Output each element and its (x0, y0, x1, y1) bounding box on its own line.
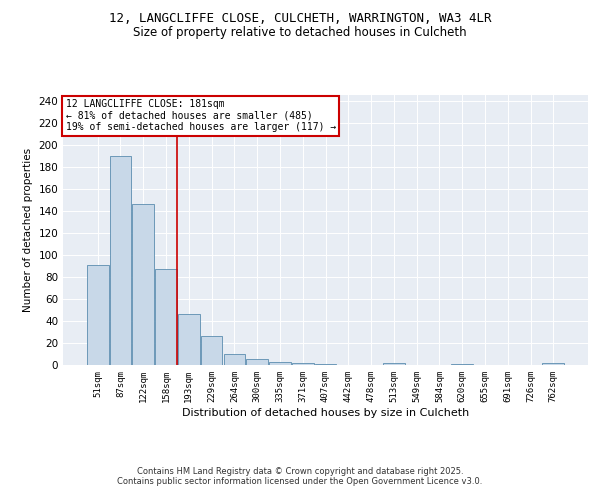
Text: Contains HM Land Registry data © Crown copyright and database right 2025.: Contains HM Land Registry data © Crown c… (137, 467, 463, 476)
Bar (224, 354, 245, 365)
Bar (201, 336, 223, 365)
X-axis label: Distribution of detached houses by size in Culcheth: Distribution of detached houses by size … (182, 408, 469, 418)
Bar (383, 363, 404, 365)
Bar (155, 269, 177, 365)
Bar (110, 156, 131, 365)
Bar (451, 364, 473, 365)
Bar (292, 363, 314, 365)
Text: 12, LANGCLIFFE CLOSE, CULCHETH, WARRINGTON, WA3 4LR: 12, LANGCLIFFE CLOSE, CULCHETH, WARRINGT… (109, 12, 491, 26)
Bar (247, 360, 268, 365)
Bar (314, 364, 337, 365)
Text: 12 LANGCLIFFE CLOSE: 181sqm
← 81% of detached houses are smaller (485)
19% of se: 12 LANGCLIFFE CLOSE: 181sqm ← 81% of det… (65, 99, 336, 132)
Bar (87, 264, 109, 365)
Text: Size of property relative to detached houses in Culcheth: Size of property relative to detached ho… (133, 26, 467, 39)
Bar (542, 363, 564, 365)
Bar (269, 362, 291, 365)
Bar (133, 204, 154, 365)
Bar (178, 314, 200, 365)
Y-axis label: Number of detached properties: Number of detached properties (23, 148, 33, 312)
Text: Contains public sector information licensed under the Open Government Licence v3: Contains public sector information licen… (118, 477, 482, 486)
